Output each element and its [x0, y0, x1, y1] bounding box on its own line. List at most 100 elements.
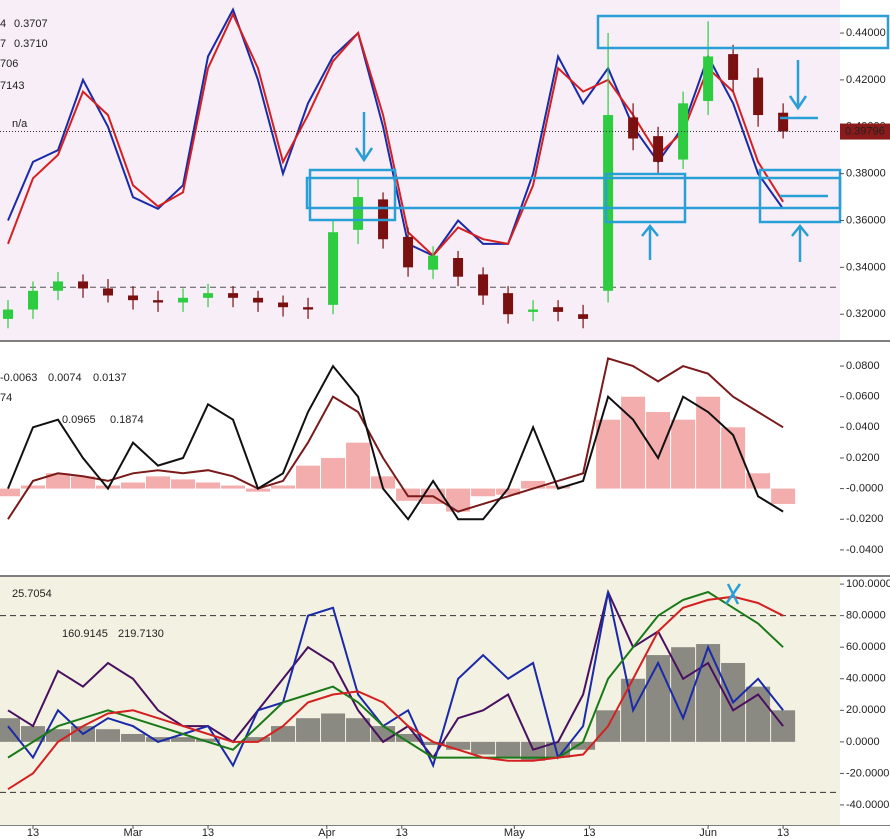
candle-body: [528, 309, 539, 312]
x-tick-label: 13: [583, 827, 595, 839]
histogram-bar: [271, 726, 296, 742]
candle-body: [628, 117, 639, 139]
histogram-bar: [671, 419, 696, 489]
histogram-bar: [471, 488, 496, 497]
histogram-bar: [296, 718, 321, 742]
legend-text: 4: [0, 18, 6, 30]
marks: [0, 7, 840, 791]
legend-text: 706: [0, 58, 18, 70]
histogram-bar: [221, 485, 246, 489]
y-tick-label: 0.32000: [846, 308, 886, 320]
histogram-bar: [446, 741, 471, 750]
histogram-bar: [696, 396, 721, 489]
x-tick-label: May: [504, 827, 525, 839]
candle-body: [28, 290, 39, 310]
candle-body: [153, 300, 164, 303]
y-tick-label: 20.0000: [846, 704, 886, 716]
histogram-bar: [646, 412, 671, 489]
histogram-bar: [396, 733, 421, 742]
y-tick-label: 0.44000: [846, 27, 886, 39]
legend-text: -0.0063: [0, 372, 37, 384]
legend-text: 0.1874: [110, 414, 144, 426]
y-tick-label: 0.0800: [846, 360, 880, 372]
candle-body: [578, 314, 589, 319]
legend-text: 74: [0, 392, 12, 404]
x-tick-label: 13: [777, 827, 789, 839]
y-tick-label: 0.0000: [846, 736, 880, 748]
candle-body: [728, 54, 739, 80]
arrow: [641, 223, 659, 260]
candle-body: [178, 297, 189, 303]
histogram-bar: [696, 644, 721, 742]
histogram-bar: [121, 733, 146, 742]
histogram-bar: [571, 741, 596, 750]
arrow: [791, 223, 809, 262]
candle-body: [103, 288, 114, 296]
histogram-bar: [21, 485, 46, 489]
histogram-bar: [121, 482, 146, 489]
x-tick-label: 13: [202, 827, 214, 839]
candle-body: [3, 309, 14, 319]
series-line: [7, 591, 784, 769]
histogram-bar: [371, 726, 396, 742]
x-tick-label: 13: [27, 827, 39, 839]
candle-body: [453, 257, 464, 277]
last-price-tag: [840, 123, 890, 140]
histogram-bar: [296, 465, 321, 489]
series-line: [7, 595, 784, 791]
candle-body: [403, 236, 414, 268]
y-tick-label: -0.0000: [846, 483, 883, 495]
cross-mark: [724, 583, 742, 605]
histogram-bar: [521, 741, 546, 761]
histogram-bar: [346, 442, 371, 489]
histogram-bar: [146, 476, 171, 489]
histogram-bar: [771, 488, 796, 504]
series-line: [7, 364, 784, 521]
candle-body: [603, 115, 614, 291]
y-tick-label: -20.0000: [846, 767, 889, 779]
histogram-bar: [0, 488, 21, 497]
y-tick-label: 60.0000: [846, 641, 886, 653]
histogram-bar: [21, 726, 46, 742]
annotation-box: [308, 168, 397, 222]
x-tick-label: Jun: [699, 827, 717, 839]
histogram-bar: [321, 713, 346, 742]
legend-text: 7143: [0, 80, 24, 92]
histogram-bar: [346, 718, 371, 742]
histogram-bar: [71, 476, 96, 489]
histogram-bar: [621, 396, 646, 489]
legend-text: n/a: [12, 118, 28, 130]
histogram-bar: [146, 737, 171, 742]
histogram-bar: [521, 480, 546, 489]
candle-body: [203, 293, 214, 298]
candle-body: [303, 307, 314, 310]
histogram-bar: [196, 738, 221, 742]
histogram-bar: [321, 457, 346, 489]
candle-body: [553, 307, 564, 312]
series-line: [7, 357, 784, 520]
candle-body: [653, 136, 664, 162]
y-tick-label: 0.38000: [846, 168, 886, 180]
candle-body: [428, 255, 439, 270]
arrow: [780, 60, 828, 198]
x-tick-label: Apr: [318, 827, 335, 839]
candle-body: [228, 293, 239, 298]
legend-text: 0.0137: [93, 372, 127, 384]
histogram-bar: [446, 488, 471, 512]
candle-body: [53, 281, 64, 291]
arrow: [354, 112, 374, 163]
histogram-bar: [171, 737, 196, 742]
y-tick-label: 0.34000: [846, 261, 886, 273]
y-tick-label: 0.42000: [846, 74, 886, 86]
candle-body: [278, 302, 289, 308]
legend-text: 0.3707: [14, 18, 48, 30]
y-tick-label: 0.0200: [846, 452, 880, 464]
legend-text: 7: [0, 38, 6, 50]
histogram-bar: [96, 729, 121, 742]
candle-body: [503, 293, 514, 315]
y-tick-label: 0.0600: [846, 391, 880, 403]
y-tick-label: 0.36000: [846, 214, 886, 226]
y-tick-label: -0.0200: [846, 513, 883, 525]
y-tick-label: -40.0000: [846, 799, 889, 811]
